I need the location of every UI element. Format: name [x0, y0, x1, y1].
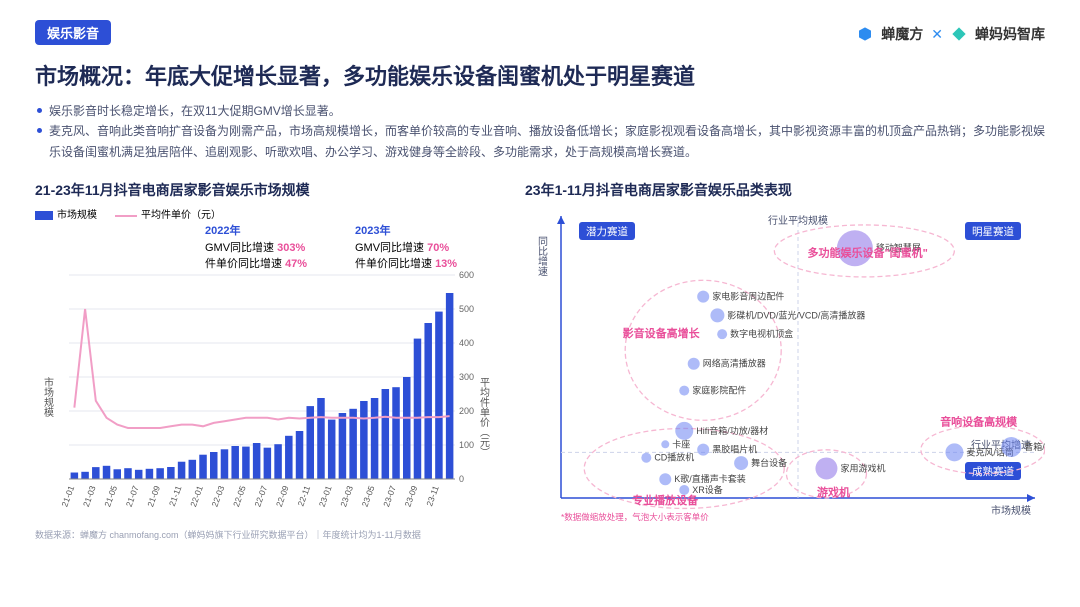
- svg-text:21-07: 21-07: [124, 484, 141, 508]
- svg-text:CD播放机: CD播放机: [654, 452, 694, 463]
- svg-text:黑胶唱片机: 黑胶唱片机: [712, 444, 757, 455]
- svg-text:21-05: 21-05: [102, 484, 119, 508]
- brand-right: 蝉妈妈智库: [975, 24, 1045, 44]
- svg-text:同比增速: 同比增速: [536, 236, 548, 276]
- svg-text:潜力赛道: 潜力赛道: [586, 225, 628, 238]
- data-source: 数据来源：蝉魔方 chanmofang.com（蝉妈妈旗下行业研究数据平台）｜年…: [35, 528, 421, 541]
- svg-text:23-09: 23-09: [403, 484, 420, 508]
- svg-text:市场规模: 市场规模: [991, 504, 1031, 517]
- svg-text:500: 500: [459, 304, 474, 314]
- category-tag: 娱乐影音: [35, 20, 111, 45]
- right-chart: 23年1-11月抖音电商居家影音娱乐品类表现 行业平均规模行业平均增速同比增速市…: [525, 180, 1045, 531]
- svg-text:成熟赛道: 成熟赛道: [972, 465, 1014, 478]
- svg-text:22-01: 22-01: [188, 484, 205, 508]
- svg-text:21-11: 21-11: [167, 484, 184, 508]
- svg-text:300: 300: [459, 372, 474, 382]
- svg-text:22-05: 22-05: [231, 484, 248, 508]
- svg-text:市场规模: 市场规模: [42, 376, 54, 418]
- svg-text:数字电视机顶盒: 数字电视机顶盒: [730, 328, 793, 339]
- svg-text:23-11: 23-11: [424, 484, 441, 508]
- svg-text:音响设备高规模: 音响设备高规模: [940, 415, 1018, 429]
- chart-title: 21-23年11月抖音电商居家影音娱乐市场规模: [35, 180, 495, 200]
- diamond-icon: [951, 26, 967, 42]
- chart-title: 23年1-11月抖音电商居家影音娱乐品类表现: [525, 180, 1045, 200]
- svg-text:Hifi音箱/功放/器材: Hifi音箱/功放/器材: [696, 425, 768, 436]
- bubble-chart-svg: 行业平均规模行业平均增速同比增速市场规模潜力赛道明星赛道成熟赛道移动智慧屏家电影…: [525, 206, 1045, 526]
- anno-2022: 2022年 GMV同比增速 303% 件单价同比增速 47%: [205, 223, 307, 273]
- svg-text:专业播放设备: 专业播放设备: [632, 493, 699, 507]
- svg-text:23-01: 23-01: [317, 484, 334, 508]
- bullet-item: 麦克风、音响此类音响扩音设备为刚需产品，市场高规模增长，而客单价较高的专业音响、…: [35, 121, 1045, 162]
- svg-text:影碟机/DVD/蓝光/VCD/高清播放器: 影碟机/DVD/蓝光/VCD/高清播放器: [727, 310, 865, 321]
- svg-text:音箱/音响: 音箱/音响: [1024, 441, 1045, 452]
- svg-text:22-07: 22-07: [252, 484, 269, 508]
- svg-text:400: 400: [459, 338, 474, 348]
- svg-text:家庭影院配件: 家庭影院配件: [692, 385, 746, 396]
- chart-legend: 市场规模 平均件单价（元）: [35, 206, 495, 221]
- svg-text:23-05: 23-05: [360, 484, 377, 508]
- svg-text:600: 600: [459, 270, 474, 280]
- svg-text:23-07: 23-07: [381, 484, 398, 508]
- bullet-item: 娱乐影音时长稳定增长，在双11大促期GMV增长显著。: [35, 101, 1045, 121]
- svg-text:家用游戏机: 家用游戏机: [840, 463, 885, 474]
- svg-text:网络高清播放器: 网络高清播放器: [703, 358, 766, 369]
- anno-2023: 2023年 GMV同比增速 70% 件单价同比增速 13%: [355, 223, 457, 273]
- svg-text:行业平均规模: 行业平均规模: [768, 214, 828, 227]
- svg-text:舞台设备: 舞台设备: [751, 457, 787, 468]
- svg-text:21-03: 21-03: [81, 484, 98, 508]
- brand-left: 蝉魔方: [881, 24, 923, 44]
- brand-sep: ✕: [931, 26, 943, 43]
- cube-icon: [857, 26, 873, 42]
- svg-text:明星赛道: 明星赛道: [972, 225, 1014, 238]
- legend-bar: 市场规模: [57, 210, 97, 221]
- svg-text:100: 100: [459, 440, 474, 450]
- svg-text:家电影音周边配件: 家电影音周边配件: [712, 291, 784, 302]
- svg-text:游戏机: 游戏机: [817, 485, 850, 499]
- svg-text:21-09: 21-09: [145, 484, 162, 508]
- svg-text:K歌/直播声卡套装: K歌/直播声卡套装: [674, 473, 746, 484]
- brand-row: 蝉魔方 ✕ 蝉妈妈智库: [857, 24, 1045, 44]
- svg-text:22-03: 22-03: [210, 484, 227, 508]
- bullet-list: 娱乐影音时长稳定增长，在双11大促期GMV增长显著。 麦克风、音响此类音响扩音设…: [35, 101, 1045, 162]
- svg-text:23-03: 23-03: [338, 484, 355, 508]
- page-title: 市场概况：年底大促增长显著，多功能娱乐设备闺蜜机处于明星赛道: [35, 59, 1045, 91]
- svg-text:*数据做缩放处理，气泡大小表示客单价: *数据做缩放处理，气泡大小表示客单价: [561, 512, 709, 522]
- left-chart: 21-23年11月抖音电商居家影音娱乐市场规模 市场规模 平均件单价（元） 0 1…: [35, 180, 495, 531]
- svg-text:21-01: 21-01: [59, 484, 76, 508]
- svg-text:200: 200: [459, 406, 474, 416]
- legend-line: 平均件单价（元）: [141, 210, 221, 221]
- svg-text:影音设备高增长: 影音设备高增长: [623, 326, 701, 340]
- svg-text:0: 0: [459, 474, 464, 484]
- svg-text:22-11: 22-11: [296, 484, 313, 508]
- svg-text:XR设备: XR设备: [692, 484, 723, 495]
- svg-text:卡座: 卡座: [672, 438, 690, 449]
- svg-text:多功能娱乐设备"闺蜜机": 多功能娱乐设备"闺蜜机": [807, 245, 927, 259]
- svg-text:22-09: 22-09: [274, 484, 291, 508]
- svg-text:平均件单价（元）: 平均件单价（元）: [478, 377, 490, 457]
